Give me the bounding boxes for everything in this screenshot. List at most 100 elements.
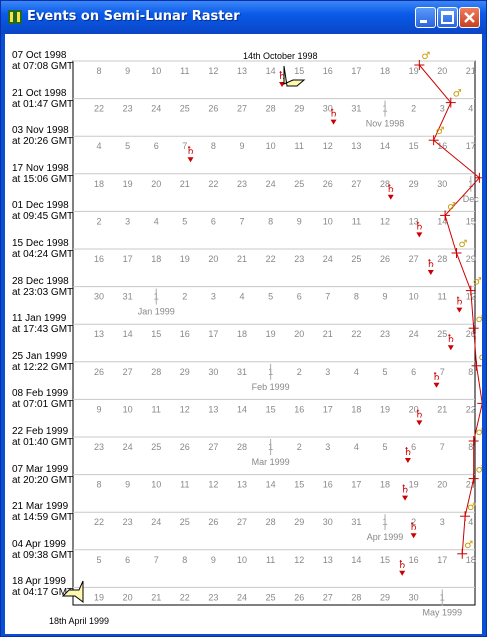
saturn-event-icon[interactable]: ♄: [386, 182, 396, 200]
row-time: at 15:06 GMT: [12, 173, 74, 185]
minimize-icon: [420, 20, 427, 23]
saturn-event-icon[interactable]: ♄: [426, 257, 436, 275]
day-tick: 21: [323, 329, 333, 339]
maximize-button[interactable]: [437, 7, 458, 28]
saturn-event-icon[interactable]: ♄: [446, 332, 456, 351]
day-tick: 27: [409, 254, 419, 264]
saturn-event-icon[interactable]: ♄: [432, 370, 442, 388]
day-tick: 25: [180, 517, 190, 527]
svg-text:♄: ♄: [414, 219, 424, 232]
day-tick: 18: [466, 555, 476, 565]
day-tick: 21: [237, 254, 247, 264]
svg-text:♄: ♄: [403, 445, 413, 458]
mars-icon: ♂: [476, 314, 482, 325]
day-tick: 13: [237, 66, 247, 76]
day-tick: 30: [323, 104, 333, 114]
day-tick: 23: [237, 179, 247, 189]
day-tick: 8: [468, 367, 473, 377]
month-label: Apr 1999: [367, 532, 404, 542]
row-label: 15 Dec 1998 at 04:24 GMT: [12, 238, 73, 260]
day-tick: 25: [266, 592, 276, 602]
row-date: 01 Dec 1998: [12, 200, 69, 212]
day-tick: 5: [125, 141, 130, 151]
day-tick: 22: [94, 104, 104, 114]
month-label: Feb 1999: [252, 382, 290, 392]
day-tick: 23: [208, 592, 218, 602]
month-label: Dec: [463, 194, 480, 204]
row-date: 21 Mar 1999: [12, 501, 69, 513]
day-tick: 30: [409, 592, 419, 602]
row-time: at 14:59 GMT: [12, 512, 74, 524]
day-tick: 5: [97, 555, 102, 565]
day-tick: 11: [152, 404, 161, 414]
saturn-event-icon[interactable]: ♄: [186, 144, 196, 163]
day-tick: 17: [466, 141, 476, 151]
day-tick: 21: [466, 480, 476, 490]
row-date: 21 Oct 1998: [12, 87, 67, 99]
day-tick: 24: [151, 517, 161, 527]
minimize-button[interactable]: [415, 7, 436, 28]
row-label: 18 Apr 1999 at 04:17 GMT: [12, 576, 73, 598]
day-tick: 19: [266, 329, 276, 339]
day-tick: 13: [208, 404, 218, 414]
day-tick: 17: [351, 66, 361, 76]
day-tick: 20: [294, 329, 304, 339]
day-tick: 27: [323, 592, 333, 602]
saturn-event-icon[interactable]: ♄: [414, 219, 424, 238]
svg-text:♄: ♄: [329, 107, 339, 120]
day-tick: 22: [351, 329, 361, 339]
day-tick: 28: [380, 179, 390, 189]
day-tick: 16: [409, 555, 419, 565]
day-tick: 25: [437, 329, 447, 339]
row-date: 07 Oct 1998: [12, 50, 67, 61]
day-tick: 18: [237, 329, 247, 339]
saturn-event-icon[interactable]: ♄: [454, 295, 464, 313]
day-tick: 10: [151, 66, 161, 76]
day-tick: 29: [180, 367, 190, 377]
month-label: May 1999: [422, 607, 462, 617]
day-tick: 17: [123, 254, 133, 264]
close-button[interactable]: [459, 7, 480, 28]
day-tick: 9: [211, 555, 216, 565]
saturn-event-icon[interactable]: ♄: [329, 107, 339, 125]
end-flag-icon[interactable]: [61, 580, 84, 603]
day-tick: 6: [211, 216, 216, 226]
day-tick: 20: [123, 592, 133, 602]
app-icon: [8, 10, 22, 24]
saturn-event-icon[interactable]: ♄: [400, 483, 410, 501]
saturn-event-icon[interactable]: ♄: [397, 558, 407, 576]
title-bar[interactable]: Events on Semi-Lunar Raster: [1, 1, 486, 34]
saturn-event-icon[interactable]: ♄: [409, 520, 419, 539]
row-time: at 20:20 GMT: [12, 474, 74, 486]
day-tick: 15: [466, 216, 476, 226]
day-tick: 28: [351, 592, 361, 602]
row-label: 21 Mar 1999 at 14:59 GMT: [12, 501, 73, 523]
saturn-event-icon[interactable]: ♄: [414, 407, 424, 426]
day-tick: 7: [440, 367, 445, 377]
day-tick: 20: [151, 179, 161, 189]
row-date: 15 Dec 1998: [12, 238, 69, 249]
day-tick: 17: [351, 480, 361, 490]
day-tick: 19: [380, 404, 390, 414]
svg-text:♄: ♄: [186, 144, 196, 157]
day-tick: 26: [466, 329, 476, 339]
day-tick: 27: [208, 442, 218, 452]
day-tick: 6: [411, 367, 416, 377]
row-date: 17 Nov 1998: [12, 162, 69, 174]
day-tick: 3: [325, 442, 330, 452]
day-tick: 19: [180, 254, 190, 264]
saturn-event-icon[interactable]: ♄: [403, 445, 413, 463]
day-tick: 7: [182, 141, 187, 151]
day-tick: 12: [323, 141, 333, 151]
row-time: at 04:17 GMT: [12, 587, 74, 599]
day-tick: 24: [151, 104, 161, 114]
row-date: 22 Feb 1999: [12, 426, 69, 437]
day-tick: 8: [97, 480, 102, 490]
day-tick: 24: [409, 329, 419, 339]
start-flag-icon[interactable]: [283, 65, 306, 87]
close-icon: [464, 12, 475, 23]
day-tick: 10: [409, 292, 419, 302]
day-tick: 15: [294, 66, 304, 76]
day-tick: 17: [323, 404, 333, 414]
